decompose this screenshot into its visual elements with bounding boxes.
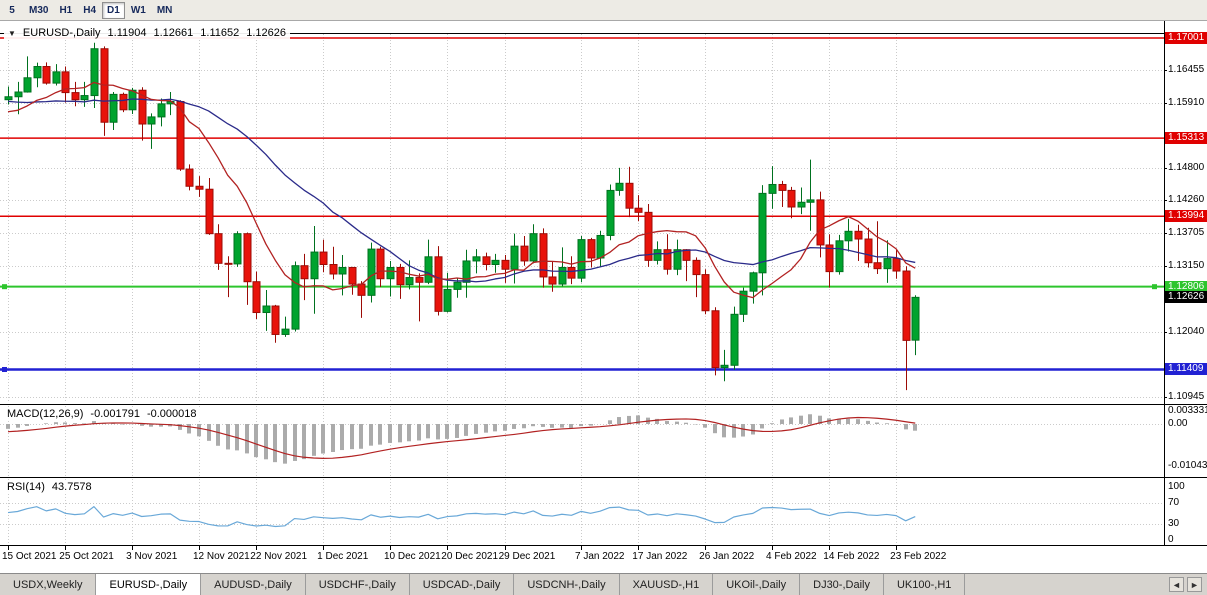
timeframe-button-5[interactable]: 5 bbox=[9, 4, 15, 16]
high-value: 1.12661 bbox=[153, 27, 194, 39]
timeframe-button-mn[interactable]: MN bbox=[156, 4, 173, 16]
timeframe-button-h4[interactable]: H4 bbox=[83, 4, 97, 16]
tab-scroll-arrows: ◄ ► bbox=[1169, 574, 1207, 595]
rsi-indicator-label: RSI(14) 43.7578 bbox=[4, 480, 95, 493]
chart-tab-dj30-daily[interactable]: DJ30-,Daily bbox=[800, 574, 884, 595]
macd-name: MACD(12,26,9) bbox=[7, 407, 84, 420]
chart-tab-audusd-daily[interactable]: AUDUSD-,Daily bbox=[201, 574, 306, 595]
macd-signal-value: -0.000018 bbox=[146, 407, 197, 420]
chart-tab-eurusd-daily[interactable]: EURUSD-,Daily bbox=[96, 574, 202, 595]
timeframe-button-h1[interactable]: H1 bbox=[59, 4, 73, 16]
macd-main-value: -0.001791 bbox=[90, 407, 140, 420]
chart-tab-usdcad-daily[interactable]: USDCAD-,Daily bbox=[409, 574, 515, 595]
chart-tab-usdcnh-daily[interactable]: USDCNH-,Daily bbox=[514, 574, 620, 595]
symbol-period-label: EURUSD-,Daily bbox=[22, 27, 101, 39]
chart-tab-xauusd-h1[interactable]: XAUUSD-,H1 bbox=[619, 574, 714, 595]
timeframe-button-m30[interactable]: M30 bbox=[29, 4, 49, 16]
macd-indicator-label: MACD(12,26,9) -0.001791 -0.000018 bbox=[4, 407, 200, 420]
timeframe-button-w1[interactable]: W1 bbox=[130, 4, 146, 16]
open-value: 1.11904 bbox=[107, 27, 147, 39]
chart-tabs-bar: USDX,Weekly EURUSD-,Daily AUDUSD-,Daily USD… bbox=[0, 573, 1207, 595]
close-value: 1.12626 bbox=[246, 27, 286, 39]
chart-tab-usdx-weekly[interactable]: USDX,Weekly bbox=[0, 574, 97, 595]
chart-ohlc-header: ▼ EURUSD-,Daily 1.11904 1.12661 1.11652 … bbox=[4, 26, 290, 40]
chart-tab-uk100-h1[interactable]: UK100-,H1 bbox=[883, 574, 966, 595]
chart-tab-usdchf-daily[interactable]: USDCHF-,Daily bbox=[305, 574, 410, 595]
chart-tab-ukoil-daily[interactable]: UKOil-,Daily bbox=[713, 574, 801, 595]
rsi-value: 43.7578 bbox=[51, 480, 92, 493]
timeframe-button-d1[interactable]: D1 bbox=[102, 1, 125, 19]
low-value: 1.11652 bbox=[200, 27, 240, 39]
symbol-dropdown-icon[interactable]: ▼ bbox=[8, 28, 16, 38]
rsi-name: RSI(14) bbox=[7, 480, 45, 493]
tab-scroll-right-icon[interactable]: ► bbox=[1187, 577, 1202, 592]
timeframe-toolbar: 5 M30 H1 H4 D1 W1 MN bbox=[0, 0, 1207, 21]
tab-scroll-left-icon[interactable]: ◄ bbox=[1169, 577, 1184, 592]
